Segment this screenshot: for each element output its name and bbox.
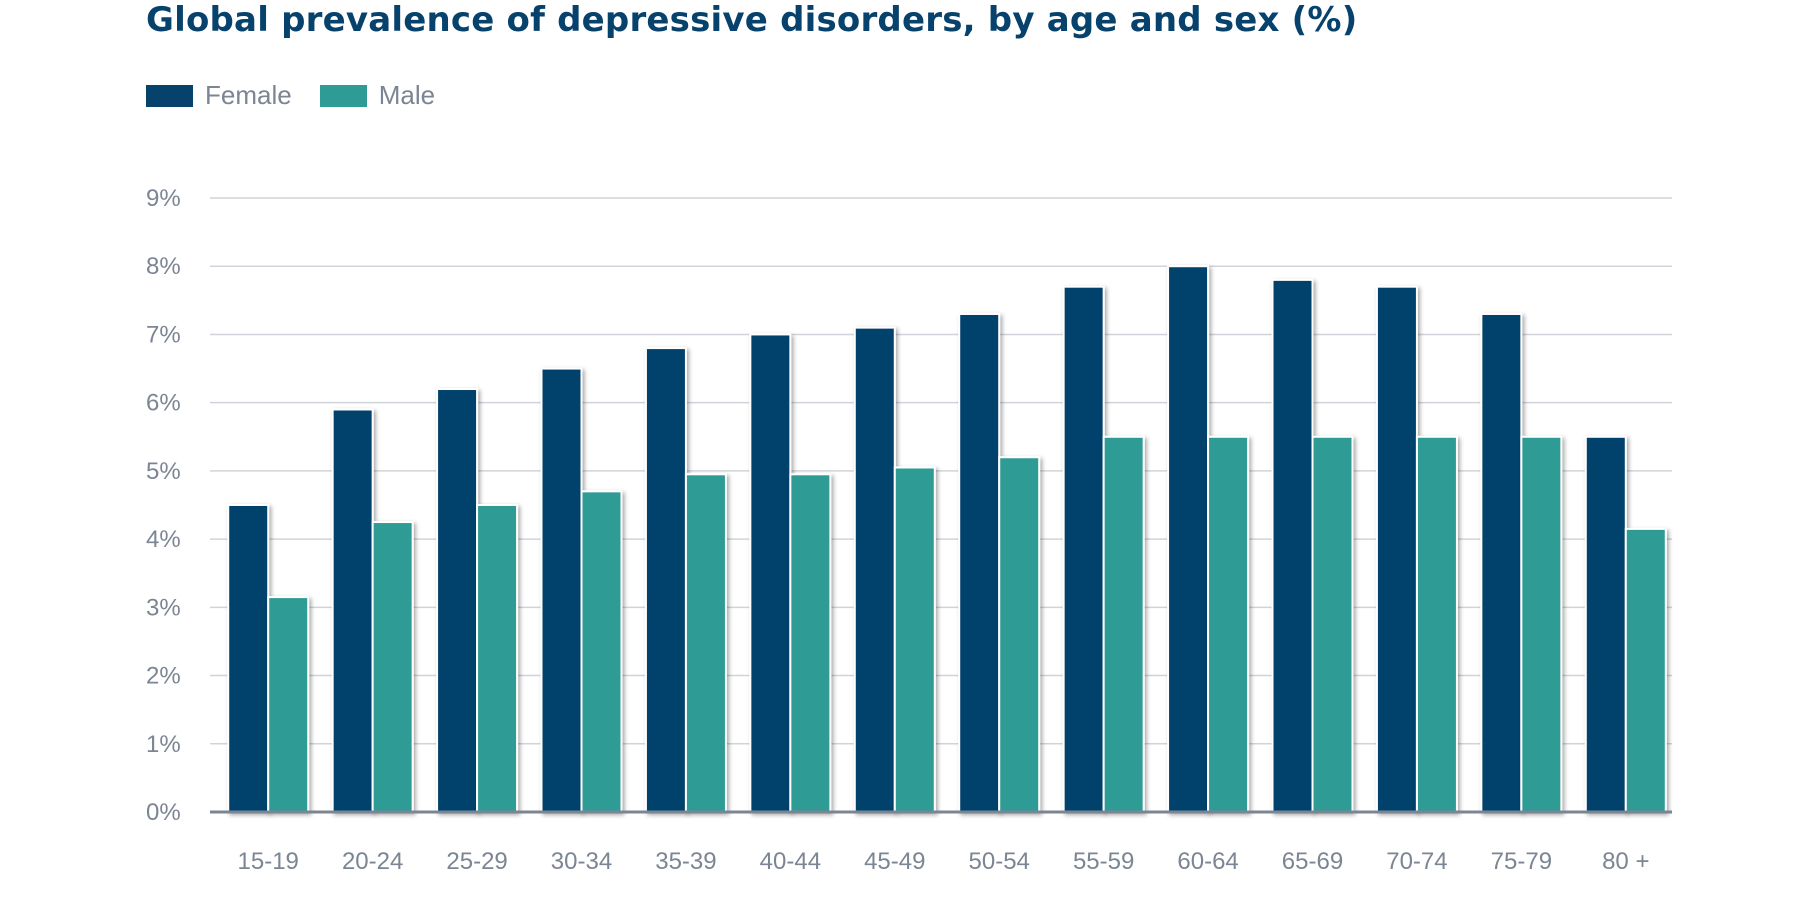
y-tick-label: 6%: [146, 390, 181, 417]
legend-label-male: Male: [378, 80, 436, 110]
legend-label-female: Female: [205, 80, 292, 110]
bar-male-20-24: [371, 521, 414, 813]
x-tick-label: 55-59: [1073, 848, 1134, 875]
bars: [227, 265, 1667, 814]
bar-male-70-74: [1415, 435, 1458, 813]
y-axis-ticks: 0% 1% 2% 3% 4% 5% 6% 7% 8% 9%: [146, 185, 181, 826]
legend-swatch-male: [319, 84, 367, 107]
bar-female-25-29: [436, 388, 479, 813]
bar-female-30-34: [540, 367, 583, 813]
x-tick-label: 20-24: [342, 848, 403, 875]
y-tick-label: 1%: [146, 731, 181, 758]
y-tick-label: 9%: [146, 185, 181, 212]
x-tick-label: 40-44: [760, 848, 821, 875]
y-tick-label: 3%: [146, 594, 181, 621]
x-tick-label: 25-29: [446, 848, 507, 875]
legend-item-female: Female: [146, 80, 292, 111]
bar-female-80: [1584, 435, 1627, 813]
bar-female-60-64: [1167, 265, 1210, 813]
x-tick-label: 65-69: [1282, 848, 1343, 875]
bar-male-50-54: [998, 456, 1041, 813]
x-tick-label: 30-34: [551, 848, 612, 875]
bar-female-15-19: [227, 504, 270, 813]
bar-female-75-79: [1480, 312, 1523, 813]
bar-female-40-44: [749, 333, 792, 813]
y-tick-label: 2%: [146, 663, 181, 690]
bar-male-25-29: [476, 504, 519, 813]
bar-male-65-69: [1311, 435, 1354, 813]
bar-female-35-39: [644, 347, 687, 813]
bar-male-35-39: [684, 473, 727, 813]
bar-female-50-54: [958, 312, 1001, 813]
bar-female-65-69: [1271, 278, 1314, 814]
bar-female-70-74: [1375, 285, 1418, 813]
bar-male-15-19: [267, 596, 310, 813]
y-tick-label: 7%: [146, 321, 181, 348]
bar-male-45-49: [893, 466, 936, 813]
legend: Female Male: [146, 80, 463, 111]
bar-male-40-44: [789, 473, 832, 813]
x-tick-label: 80 +: [1602, 848, 1649, 875]
x-tick-label: 35-39: [655, 848, 716, 875]
bar-male-80: [1624, 527, 1667, 814]
x-tick-label: 70-74: [1386, 848, 1447, 875]
bar-male-55-59: [1102, 435, 1145, 813]
y-tick-label: 4%: [146, 526, 181, 553]
bar-male-75-79: [1520, 435, 1563, 813]
x-tick-label: 15-19: [238, 848, 299, 875]
x-tick-label: 45-49: [864, 848, 925, 875]
y-tick-label: 8%: [146, 253, 181, 280]
legend-swatch-female: [146, 84, 193, 107]
bar-female-45-49: [853, 326, 896, 813]
bar-male-30-34: [580, 490, 623, 813]
bar-male-60-64: [1207, 435, 1250, 813]
x-tick-label: 50-54: [969, 848, 1030, 875]
y-tick-label: 0%: [146, 799, 181, 826]
legend-item-male: Male: [319, 80, 436, 111]
y-tick-label: 5%: [146, 458, 181, 485]
bar-female-55-59: [1062, 285, 1105, 813]
chart-title: Global prevalence of depressive disorder…: [146, 0, 1358, 40]
bar-female-20-24: [331, 408, 374, 813]
x-tick-label: 75-79: [1491, 848, 1552, 875]
x-axis-ticks: 15-19 20-24 25-29 30-34 35-39 40-44 45-49 50-54…: [238, 848, 1650, 875]
x-tick-label: 60-64: [1177, 848, 1238, 875]
